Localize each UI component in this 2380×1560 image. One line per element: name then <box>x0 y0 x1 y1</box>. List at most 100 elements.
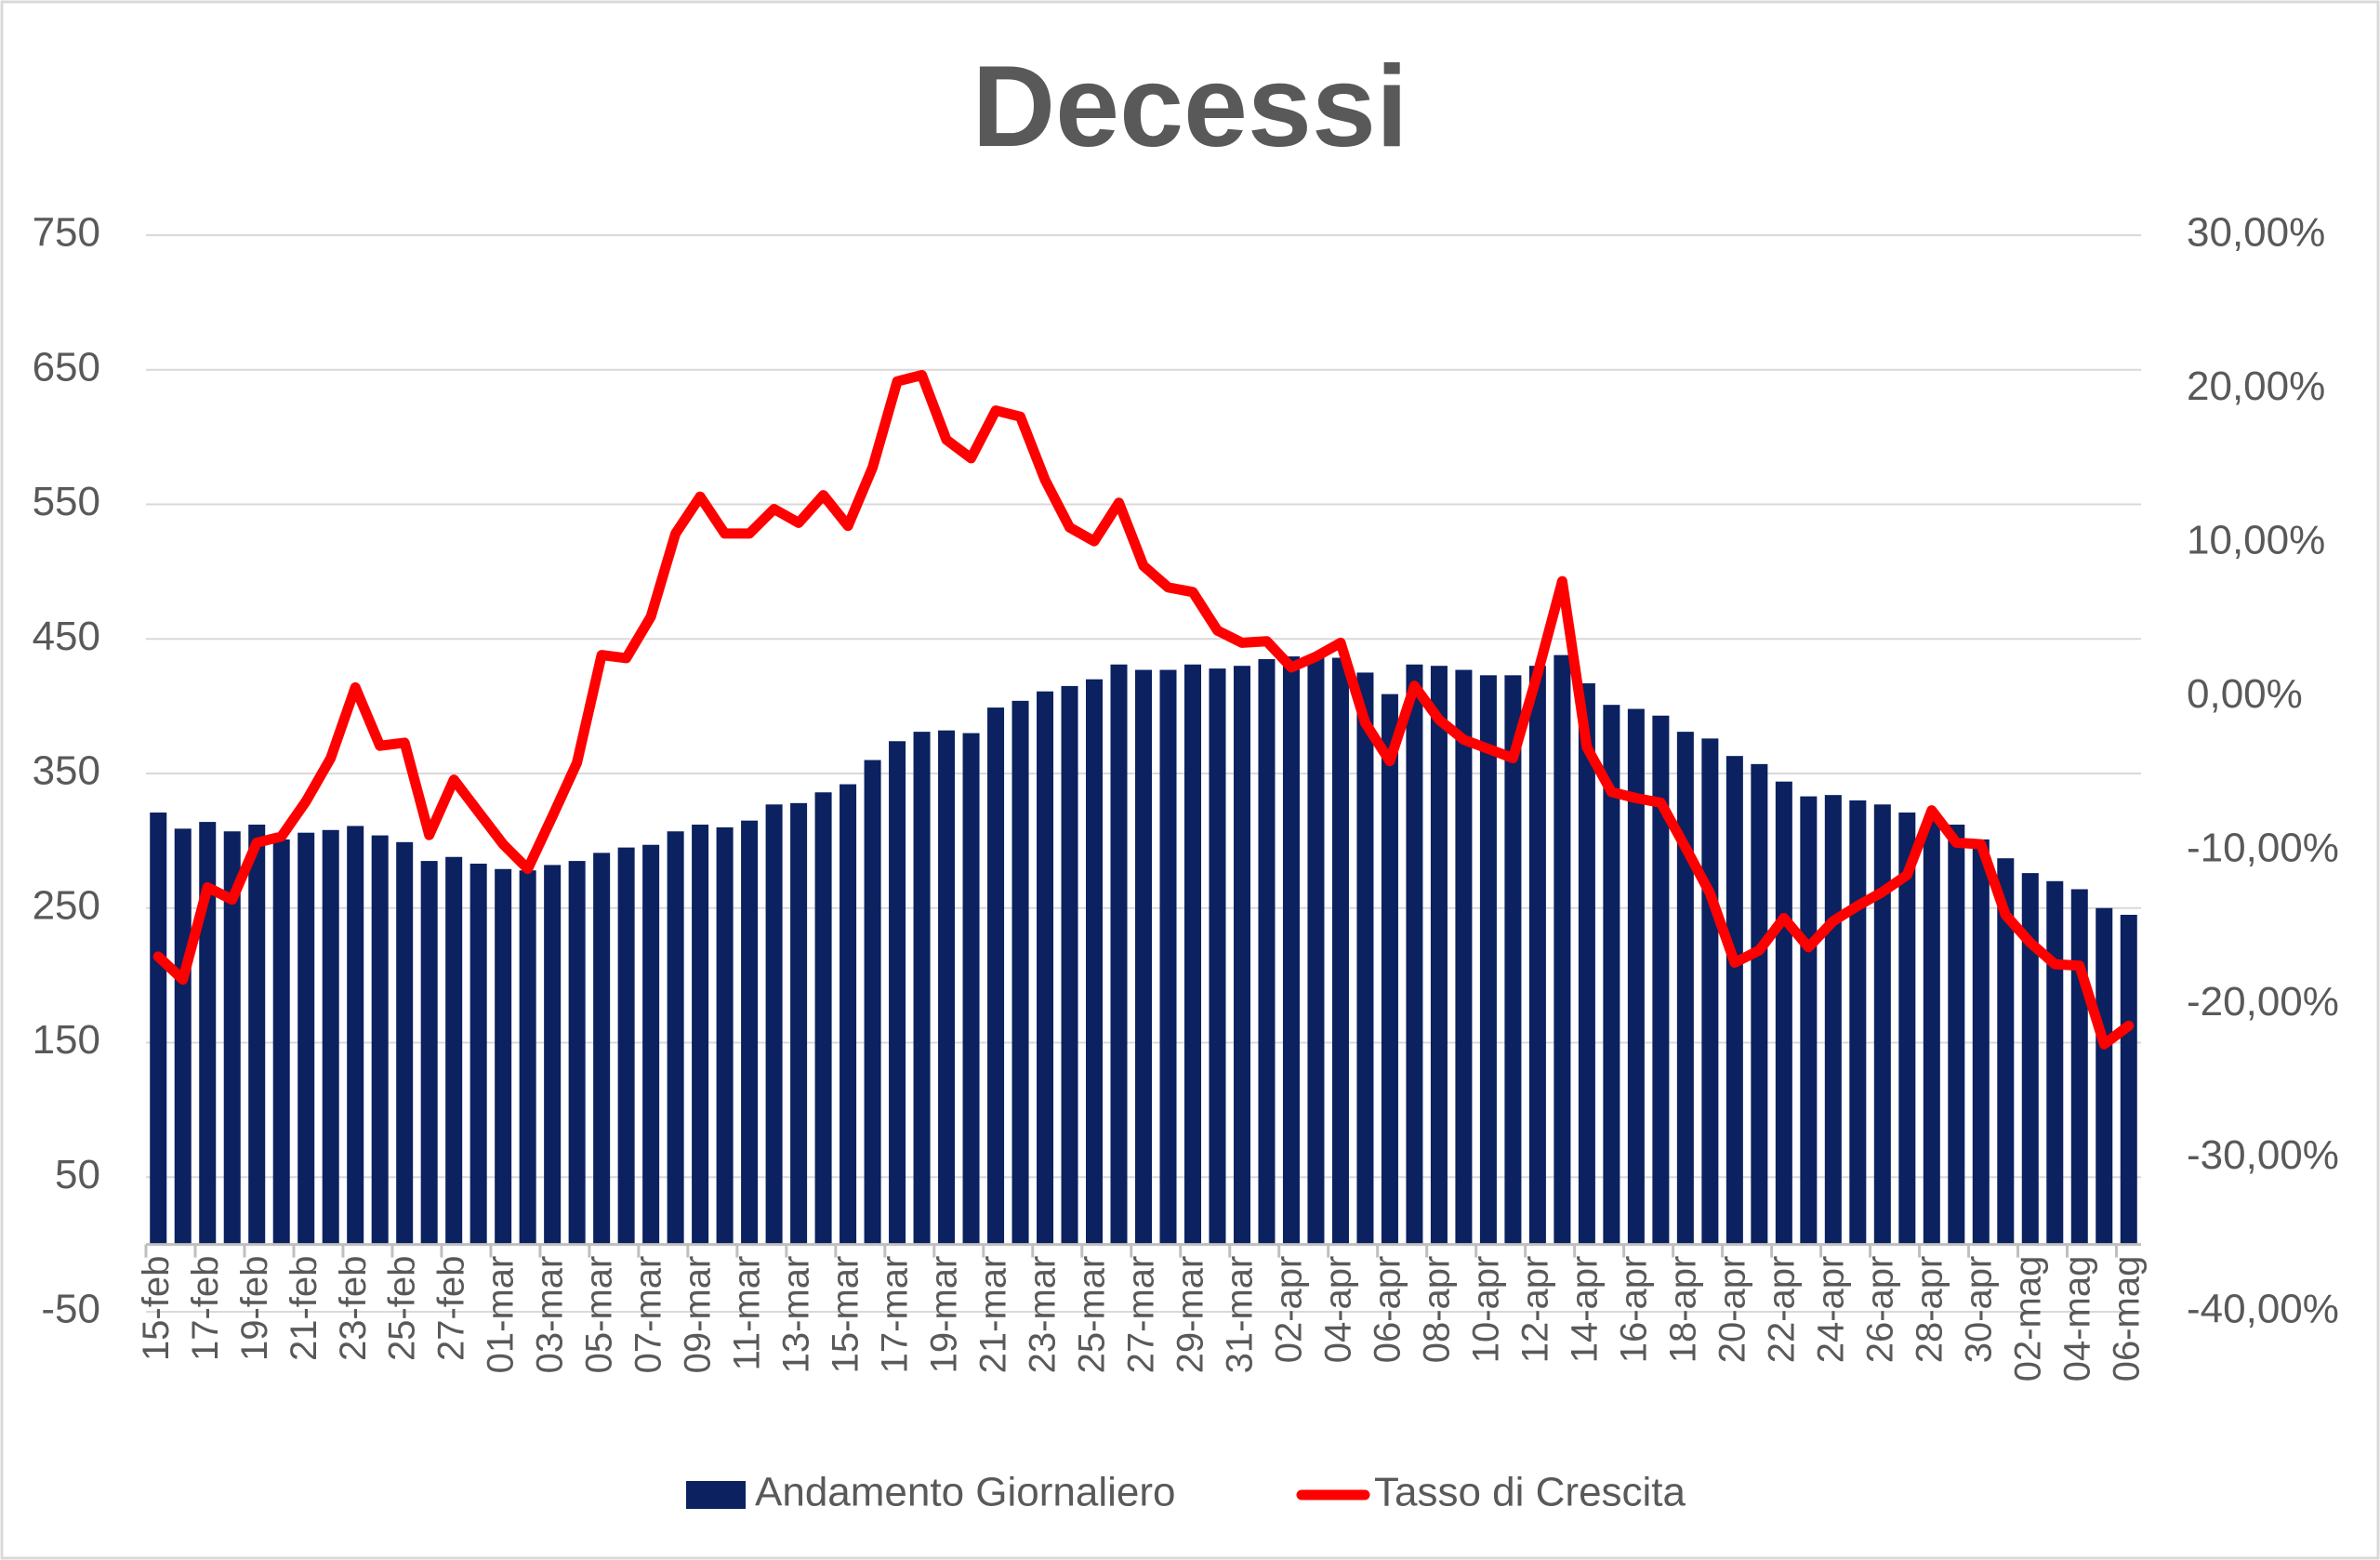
bar <box>642 844 660 1245</box>
y2-tick-label: 10,00% <box>2187 517 2325 562</box>
bar <box>445 856 463 1245</box>
bar <box>272 839 290 1245</box>
bar <box>840 784 857 1245</box>
bar <box>1800 796 1818 1245</box>
x-tick-label: 29-mar <box>1170 1256 1211 1374</box>
x-tick-label: 11-mar <box>727 1256 768 1371</box>
bar <box>741 820 759 1245</box>
bar <box>790 802 808 1245</box>
bar <box>617 847 635 1245</box>
bar <box>568 861 586 1245</box>
bar <box>864 760 881 1245</box>
x-tick-label: 30-apr <box>1958 1256 1999 1364</box>
bar <box>2096 907 2113 1245</box>
bar <box>938 730 956 1245</box>
bar <box>1528 666 1546 1245</box>
bar <box>2070 889 2088 1245</box>
chart-title: Decessi <box>972 43 1408 171</box>
bar <box>1012 700 1029 1245</box>
bar <box>2021 873 2039 1245</box>
bar <box>1775 781 1792 1245</box>
y-tick-label: 650 <box>33 344 100 390</box>
bar <box>544 865 562 1245</box>
bar <box>1824 795 1842 1245</box>
legend-label: Tasso di Crescita <box>1374 1470 1686 1515</box>
bar <box>371 835 389 1245</box>
x-tick-label: 23-mar <box>1023 1256 1064 1374</box>
y2-tick-label: -10,00% <box>2187 825 2339 870</box>
x-tick-label: 31-mar <box>1220 1256 1261 1374</box>
x-tick-label: 21-feb <box>284 1256 324 1361</box>
x-tick-label: 28-apr <box>1909 1256 1950 1364</box>
bar <box>716 826 734 1245</box>
bar <box>1159 669 1177 1245</box>
bar <box>1037 691 1054 1245</box>
x-tick-label: 17-feb <box>185 1256 226 1361</box>
x-tick-label: 17-mar <box>875 1256 916 1374</box>
bar <box>396 841 414 1245</box>
y-tick-label: -50 <box>41 1287 100 1332</box>
bar <box>1209 668 1226 1245</box>
x-tick-label: 14-apr <box>1564 1256 1605 1364</box>
y-tick-label: 350 <box>33 748 100 794</box>
bar <box>1455 669 1473 1245</box>
bar <box>1381 694 1398 1245</box>
bar <box>1282 656 1300 1245</box>
x-tick-label: 23-feb <box>333 1256 374 1361</box>
x-tick-label: 20-apr <box>1712 1256 1752 1364</box>
x-tick-label: 06-mag <box>2106 1256 2147 1382</box>
bar <box>1479 675 1497 1245</box>
y-tick-label: 750 <box>33 210 100 256</box>
bar <box>298 832 315 1245</box>
bar <box>1923 819 1940 1245</box>
y2-tick-label: 20,00% <box>2187 364 2325 409</box>
bar <box>1751 763 1768 1245</box>
x-tick-label: 05-mar <box>579 1256 620 1374</box>
bar <box>987 707 1005 1245</box>
x-tick-label: 18-apr <box>1662 1256 1703 1364</box>
bar <box>420 861 438 1245</box>
bar <box>1948 825 1965 1245</box>
y2-tick-label: 30,00% <box>2187 210 2325 256</box>
bar <box>495 868 512 1245</box>
bar <box>1676 732 1694 1245</box>
bar <box>469 863 487 1245</box>
x-tick-label: 19-feb <box>234 1256 275 1361</box>
bar <box>1972 839 1990 1245</box>
y-tick-label: 450 <box>33 614 100 659</box>
legend-label: Andamento Giornaliero <box>755 1470 1175 1515</box>
x-tick-label: 27-mar <box>1121 1256 1162 1374</box>
x-tick-label: 10-apr <box>1465 1256 1506 1364</box>
x-tick-label: 03-mar <box>530 1256 571 1374</box>
bar <box>1134 669 1153 1245</box>
bar <box>199 822 217 1245</box>
bar <box>2046 880 2064 1245</box>
x-tick-label: 04-mag <box>2056 1256 2097 1382</box>
x-tick-label: 08-apr <box>1416 1256 1457 1364</box>
bar <box>1307 657 1325 1245</box>
bar <box>1110 664 1128 1245</box>
x-tick-label: 22-apr <box>1761 1256 1802 1364</box>
x-tick-label: 12-apr <box>1514 1256 1555 1364</box>
bar <box>1061 685 1078 1245</box>
bar <box>519 870 536 1245</box>
bar <box>593 853 611 1245</box>
bar <box>1183 664 1201 1245</box>
bar <box>1331 657 1349 1245</box>
y-tick-label: 150 <box>33 1017 100 1063</box>
x-tick-label: 25-mar <box>1072 1256 1113 1374</box>
bar <box>150 812 167 1245</box>
x-tick-label: 26-apr <box>1859 1256 1900 1364</box>
bar <box>1997 858 2015 1245</box>
bar <box>1898 812 1916 1245</box>
y2-tick-label: -20,00% <box>2187 979 2339 1025</box>
x-tick-label: 16-apr <box>1613 1256 1654 1364</box>
x-tick-label: 27-feb <box>431 1256 472 1361</box>
x-tick-label: 13-mar <box>776 1256 817 1374</box>
x-tick-label: 25-feb <box>382 1256 423 1361</box>
x-tick-label: 19-mar <box>924 1256 965 1374</box>
bar <box>765 804 783 1245</box>
bar <box>1701 738 1719 1245</box>
bar <box>1652 715 1670 1245</box>
bar <box>814 792 832 1245</box>
